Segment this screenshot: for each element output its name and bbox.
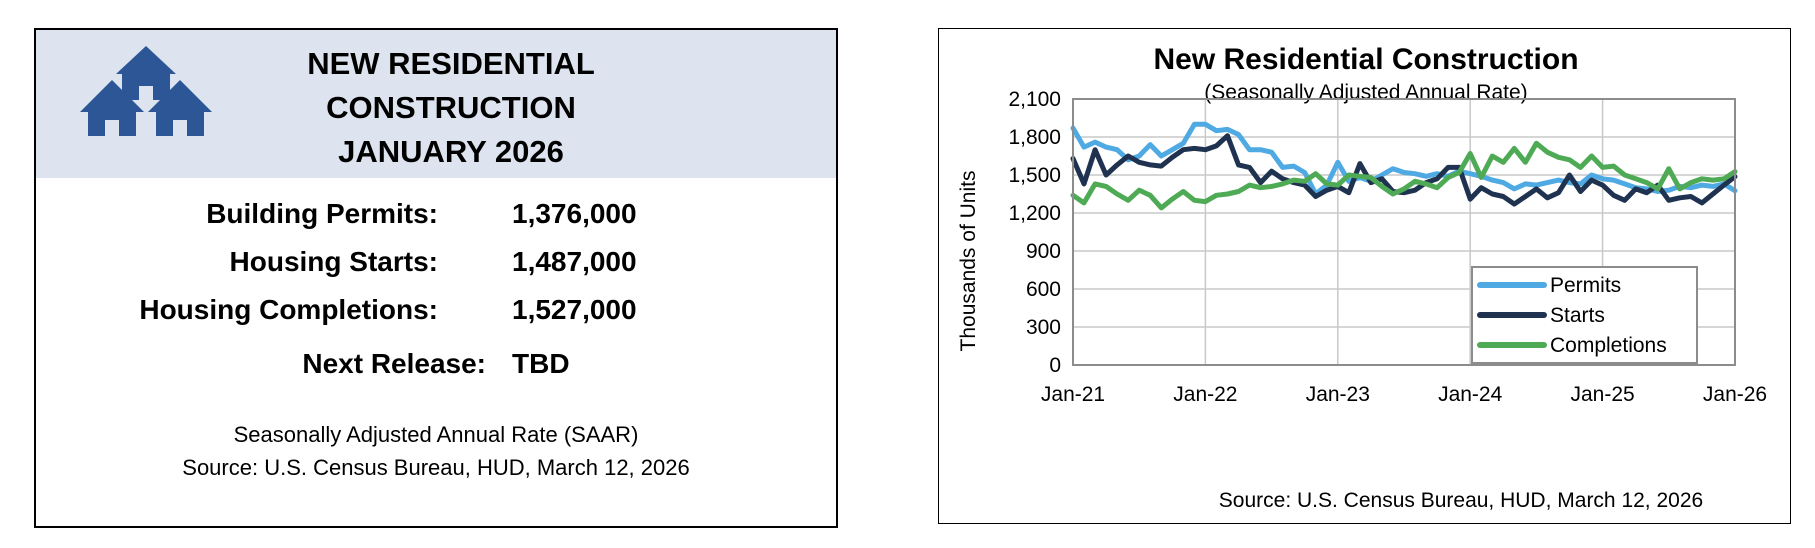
- card-title-line: NEW RESIDENTIAL: [307, 46, 595, 81]
- card-title-line: CONSTRUCTION: [326, 90, 576, 125]
- y-tick-label: 1,500: [1008, 164, 1061, 187]
- legend-label: Completions: [1550, 334, 1667, 357]
- card-title: NEW RESIDENTIAL CONSTRUCTION JANUARY 202…: [216, 42, 686, 174]
- series-line-permits: [1070, 121, 1738, 197]
- x-tick-label: Jan-23: [1306, 383, 1370, 406]
- stat-label: Housing Starts:: [229, 246, 438, 277]
- y-tick-label: 1,200: [1008, 202, 1061, 225]
- card-header: NEW RESIDENTIAL CONSTRUCTION JANUARY 202…: [36, 30, 836, 178]
- houses-icon: [80, 46, 212, 136]
- stat-label: Building Permits:: [206, 198, 438, 229]
- y-axis-label: Thousands of Units: [957, 171, 980, 352]
- stat-row-starts: Housing Starts: 1,487,000: [36, 246, 836, 286]
- y-tick-label: 300: [1026, 316, 1061, 339]
- stat-row-permits: Building Permits: 1,376,000: [36, 198, 836, 238]
- legend-label: Permits: [1550, 274, 1621, 297]
- stat-value: 1,376,000: [512, 198, 637, 229]
- series-layer: [1070, 121, 1738, 211]
- stat-value: 1,487,000: [512, 246, 637, 277]
- stat-row-completions: Housing Completions: 1,527,000: [36, 294, 836, 334]
- legend: Permits Starts Completions: [1471, 266, 1698, 364]
- summary-card: NEW RESIDENTIAL CONSTRUCTION JANUARY 202…: [34, 28, 838, 528]
- next-release-label: Next Release:: [302, 348, 486, 379]
- x-tick-label: Jan-22: [1173, 383, 1237, 406]
- chart-subtitle: (Seasonally Adjusted Annual Rate): [1204, 81, 1527, 104]
- series-line-completions: [1070, 140, 1738, 211]
- stat-value: 1,527,000: [512, 294, 637, 325]
- chart-box: New Residential Construction (Seasonally…: [938, 28, 1791, 524]
- next-release: Next Release: TBD: [36, 348, 836, 388]
- legend-label: Starts: [1550, 304, 1605, 327]
- next-release-value: TBD: [512, 348, 570, 379]
- plot-frame: [1072, 98, 1736, 366]
- x-tick-label: Jan-25: [1570, 383, 1634, 406]
- y-tick-label: 0: [1049, 354, 1061, 377]
- chart-source: Source: U.S. Census Bureau, HUD, March 1…: [1219, 489, 1703, 512]
- axes: 0 300 600 900 1,200 1,500 1,800 2,100 Jan-21 Jan-…: [1008, 88, 1767, 406]
- saar-note: Seasonally Adjusted Annual Rate (SAAR): [233, 422, 639, 447]
- line-chart: New Residential Construction (Seasonally…: [957, 43, 1767, 512]
- x-tick-label: Jan-21: [1041, 383, 1105, 406]
- series-line-starts: [1070, 133, 1738, 207]
- y-tick-label: 1,800: [1008, 126, 1061, 149]
- y-tick-label: 2,100: [1008, 88, 1061, 111]
- y-tick-label: 600: [1026, 278, 1061, 301]
- card-source: Source: U.S. Census Bureau, HUD, March 1…: [182, 455, 690, 480]
- x-tick-label: Jan-24: [1438, 383, 1503, 406]
- stat-label: Housing Completions:: [139, 294, 438, 325]
- chart-title: New Residential Construction: [1153, 43, 1578, 76]
- card-title-line: JANUARY 2026: [338, 134, 564, 169]
- y-tick-label: 900: [1026, 240, 1061, 263]
- x-tick-label: Jan-26: [1703, 383, 1767, 406]
